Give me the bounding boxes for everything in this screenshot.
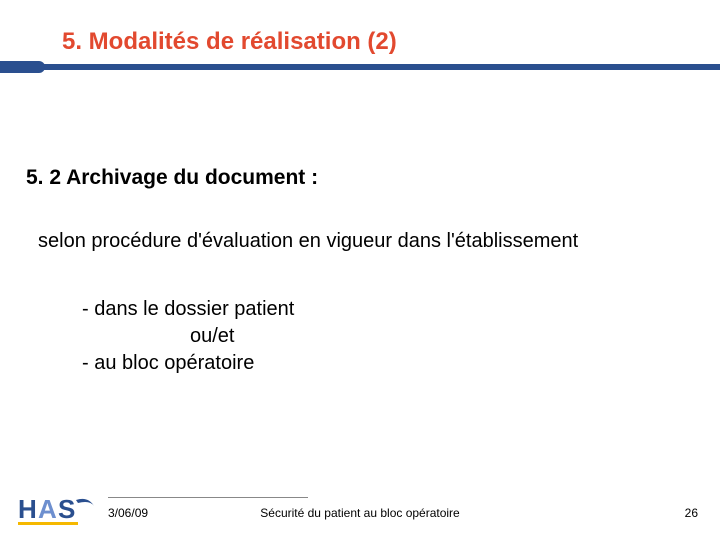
- bullet-list: - dans le dossier patient ou/et - au blo…: [82, 296, 294, 377]
- footer-page-number: 26: [685, 506, 698, 520]
- svg-text:S: S: [58, 494, 75, 524]
- slide-title: 5. Modalités de réalisation (2): [62, 28, 397, 56]
- svg-text:A: A: [38, 494, 57, 524]
- slide: 5. Modalités de réalisation (2) 5. 2 Arc…: [0, 0, 720, 540]
- svg-text:H: H: [18, 494, 37, 524]
- list-item: - dans le dossier patient: [82, 296, 294, 323]
- body-text: selon procédure d'évaluation en vigueur …: [38, 230, 578, 253]
- list-item: - au bloc opératoire: [82, 350, 294, 377]
- footer-title: Sécurité du patient au bloc opératoire: [260, 506, 459, 520]
- footer-divider: [108, 497, 308, 498]
- section-subheading: 5. 2 Archivage du document :: [26, 166, 318, 190]
- has-logo: H A S: [18, 490, 96, 528]
- footer-date: 3/06/09: [108, 506, 148, 520]
- horizontal-rule: [0, 64, 720, 70]
- list-connector: ou/et: [82, 323, 294, 350]
